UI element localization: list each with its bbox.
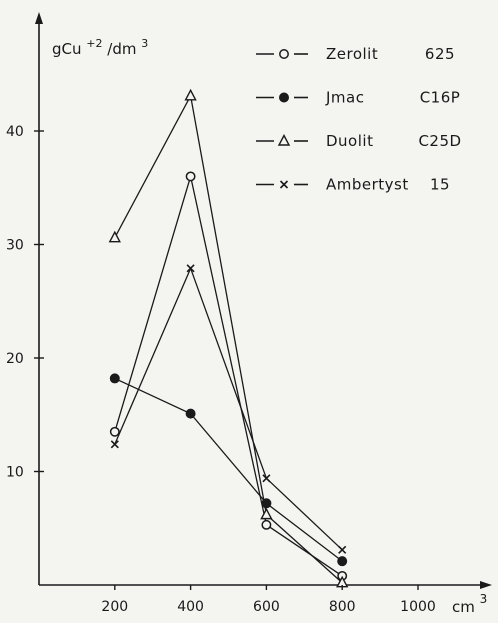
legend-marker — [277, 133, 291, 146]
series-line-jmac — [114, 377, 343, 562]
series-line-ambertyst — [114, 266, 343, 551]
data-point-ambertyst — [338, 545, 347, 554]
axes — [35, 12, 492, 589]
x-tick-label: 800 — [329, 599, 356, 615]
legend-entry-zerolit: Zerolit 625 — [256, 45, 455, 63]
data-point-duolit — [108, 230, 121, 243]
y-tick-label: 30 — [6, 238, 24, 254]
y-tick-label: 40 — [6, 124, 24, 140]
legend-label-name: Duolit — [326, 132, 373, 150]
legend-label-code: 625 — [425, 45, 455, 63]
legend-entry-jmac: Jmac C16P — [256, 89, 460, 107]
x-tick-label: 400 — [177, 599, 204, 615]
legend-entry-ambertyst: Ambertyst 15 — [256, 176, 450, 194]
data-point-duolit — [184, 88, 197, 101]
data-point-duolit — [260, 507, 273, 520]
y-tick-label: 20 — [6, 351, 24, 367]
legend-marker — [279, 92, 289, 103]
x-tick-label: 600 — [253, 599, 280, 615]
tick-labels: 10 20 30 40 200 400 600 800 1000 — [6, 124, 436, 615]
data-point-zerolit — [261, 519, 272, 530]
legend-label-name: Zerolit — [326, 45, 378, 63]
data-point-ambertyst — [186, 264, 195, 273]
legend-entry-duolit: Duolit C25D — [256, 132, 461, 150]
legend-label-code: C25D — [418, 132, 461, 150]
x-axis-label: cm 3 — [452, 592, 487, 616]
data-point-ambertyst — [110, 440, 119, 449]
x-axis-label-sup: 3 — [480, 592, 488, 606]
y-axis-label: gCu +2 /dm 3 — [52, 33, 148, 58]
legend-marker — [279, 180, 289, 189]
legend-label-name: Jmac — [325, 89, 364, 107]
data-point-jmac — [185, 408, 196, 419]
series-line-duolit — [114, 93, 343, 584]
legend-marker — [279, 49, 289, 59]
y-tick-label: 10 — [6, 465, 24, 481]
legend-label-name: Ambertyst — [326, 176, 409, 194]
y-axis-arrow — [35, 12, 43, 24]
data-point-zerolit — [109, 426, 120, 437]
y-axis-label-sup1: +2 — [86, 37, 102, 50]
legend: Zerolit 625 Jmac C16P Duolit C25D Ambertyst 15 — [256, 45, 461, 194]
x-axis-arrow — [480, 581, 492, 589]
y-axis-label-base: gCu — [52, 40, 82, 58]
series-line-zerolit — [114, 176, 343, 577]
y-axis-label-mid: /dm — [107, 40, 136, 58]
legend-label-code: C16P — [420, 89, 461, 107]
series-markers — [108, 88, 349, 588]
legend-label-code: 15 — [430, 176, 450, 194]
data-point-zerolit — [185, 171, 196, 182]
data-point-jmac — [261, 498, 272, 509]
data-point-ambertyst — [262, 474, 271, 483]
data-point-jmac — [109, 373, 120, 384]
data-point-jmac — [337, 556, 348, 567]
x-axis-label-base: cm — [452, 598, 475, 616]
series-lines — [114, 93, 343, 584]
y-axis-label-sup2: 3 — [141, 37, 148, 50]
x-tick-label: 200 — [101, 599, 128, 615]
x-tick-label: 1000 — [400, 599, 436, 615]
